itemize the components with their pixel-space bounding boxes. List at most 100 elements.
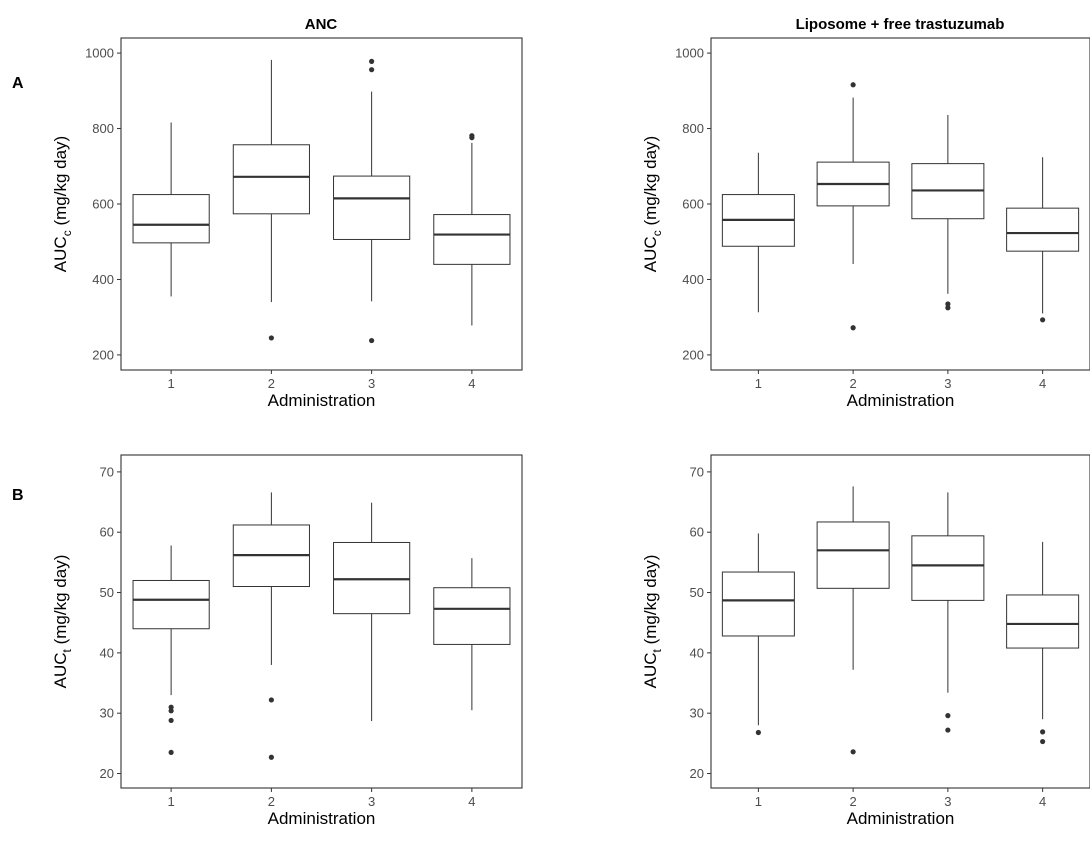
outlier-point bbox=[369, 58, 375, 64]
outlier-point bbox=[850, 749, 856, 755]
outlier-point bbox=[168, 704, 174, 710]
panel-title: ANC bbox=[305, 16, 338, 33]
y-tick-label: 30 bbox=[690, 706, 704, 721]
y-tick-label: 200 bbox=[682, 347, 704, 362]
outlier-point bbox=[268, 697, 274, 703]
y-tick-label: 400 bbox=[92, 272, 114, 287]
panel-a-right: Liposome + free trastuzumab 200 400 600 800 1… bbox=[641, 16, 1090, 410]
y-axis-title-unit: (mg/kg day) bbox=[641, 136, 660, 230]
outlier-point bbox=[168, 717, 174, 724]
box-2 bbox=[232, 59, 310, 341]
outlier-point bbox=[945, 727, 951, 733]
x-tick-label: 2 bbox=[268, 376, 275, 391]
x-tick-label: 2 bbox=[850, 794, 857, 809]
box-iqr bbox=[1006, 207, 1080, 252]
box-3 bbox=[333, 502, 411, 722]
x-tick-label: 2 bbox=[850, 376, 857, 391]
x-tick-label: 2 bbox=[268, 794, 275, 809]
box-1 bbox=[721, 152, 795, 313]
row-label: A bbox=[12, 75, 24, 92]
y-axis-title-subscript: c bbox=[60, 230, 74, 236]
outlier-point bbox=[945, 713, 951, 719]
outlier-point bbox=[1040, 738, 1046, 745]
outlier-point bbox=[850, 325, 856, 331]
box-iqr bbox=[816, 521, 890, 589]
y-axis-title: AUCt (mg/kg day) bbox=[51, 555, 74, 689]
box-iqr bbox=[721, 571, 795, 637]
outlier-point bbox=[755, 729, 761, 736]
y-tick-label: 70 bbox=[690, 464, 704, 479]
y-axis-title-main: AUC bbox=[641, 236, 660, 272]
y-tick-label: 600 bbox=[682, 197, 704, 212]
box-4 bbox=[1006, 157, 1080, 323]
y-tick-label: 600 bbox=[92, 197, 114, 212]
plot-frame bbox=[710, 454, 1090, 789]
y-tick-label: 50 bbox=[100, 585, 114, 600]
box-iqr bbox=[232, 144, 310, 215]
outlier-point bbox=[369, 337, 375, 344]
y-axis-title-unit: (mg/kg day) bbox=[51, 136, 70, 230]
box-iqr bbox=[333, 175, 411, 240]
x-tick-label: 3 bbox=[368, 376, 375, 391]
y-tick-label: 1000 bbox=[85, 46, 114, 61]
box-3 bbox=[911, 492, 985, 733]
outlier-point bbox=[168, 749, 174, 756]
y-axis-title-main: AUC bbox=[641, 652, 660, 688]
y-tick-label: 60 bbox=[100, 525, 114, 540]
y-tick-label: 70 bbox=[100, 464, 114, 479]
y-axis-title-subscript: t bbox=[60, 648, 74, 652]
y-tick-label: 30 bbox=[100, 706, 114, 721]
box-4 bbox=[1006, 541, 1080, 745]
y-tick-label: 200 bbox=[92, 347, 114, 362]
box-4 bbox=[433, 133, 511, 326]
box-1 bbox=[721, 533, 795, 736]
y-tick-label: 400 bbox=[682, 272, 704, 287]
box-iqr bbox=[433, 214, 511, 265]
x-tick-label: 3 bbox=[944, 794, 951, 809]
outlier-point bbox=[469, 133, 475, 139]
box-3 bbox=[911, 114, 985, 311]
y-tick-label: 20 bbox=[100, 766, 114, 781]
x-axis-title: Administration bbox=[847, 391, 955, 410]
box-1 bbox=[132, 545, 210, 756]
x-tick-label: 4 bbox=[1039, 794, 1046, 809]
outlier-point bbox=[268, 754, 274, 760]
y-axis-title-main: AUC bbox=[51, 652, 70, 688]
outlier-point bbox=[1040, 317, 1046, 323]
outlier-point bbox=[945, 305, 951, 311]
outlier-point bbox=[168, 708, 174, 714]
y-tick-label: 800 bbox=[682, 121, 704, 136]
panel-title: Liposome + free trastuzumab bbox=[796, 16, 1005, 33]
y-tick-label: 800 bbox=[92, 121, 114, 136]
outlier-point bbox=[850, 82, 856, 88]
outlier-point bbox=[1040, 729, 1046, 735]
outlier-point bbox=[369, 67, 375, 73]
x-axis-title: Administration bbox=[268, 391, 376, 410]
panel-b-left: B 20 30 40 50 60 70 1 2 3 4 Administration AUCt (mg/… bbox=[12, 454, 523, 828]
x-tick-label: 1 bbox=[168, 376, 175, 391]
panel-b-right: 20 30 40 50 60 70 1 2 3 4 Administration AUCt (mg/k… bbox=[641, 454, 1090, 828]
box-iqr bbox=[911, 535, 985, 601]
y-axis-title: AUCt (mg/kg day) bbox=[641, 555, 664, 689]
outlier-point bbox=[268, 335, 274, 341]
box-iqr bbox=[333, 541, 411, 615]
box-3 bbox=[333, 58, 411, 344]
x-tick-label: 1 bbox=[755, 376, 762, 391]
box-2 bbox=[816, 82, 890, 331]
x-tick-label: 1 bbox=[168, 794, 175, 809]
box-iqr bbox=[1006, 594, 1080, 649]
y-tick-label: 20 bbox=[690, 766, 704, 781]
y-tick-label: 60 bbox=[690, 525, 704, 540]
x-axis-title: Administration bbox=[268, 809, 376, 828]
y-tick-label: 40 bbox=[100, 645, 114, 660]
y-axis-title-main: AUC bbox=[51, 236, 70, 272]
x-tick-label: 1 bbox=[755, 794, 762, 809]
box-iqr bbox=[132, 194, 210, 244]
y-axis-title: AUCc (mg/kg day) bbox=[641, 136, 664, 272]
y-axis-title-subscript: t bbox=[650, 648, 664, 652]
box-1 bbox=[132, 122, 210, 297]
y-axis-title: AUCc (mg/kg day) bbox=[51, 136, 74, 272]
y-axis-title-unit: (mg/kg day) bbox=[51, 555, 70, 649]
panel-a-left: ANC A 200 400 600 800 1000 1 2 3 4 Administration AU… bbox=[12, 16, 523, 410]
